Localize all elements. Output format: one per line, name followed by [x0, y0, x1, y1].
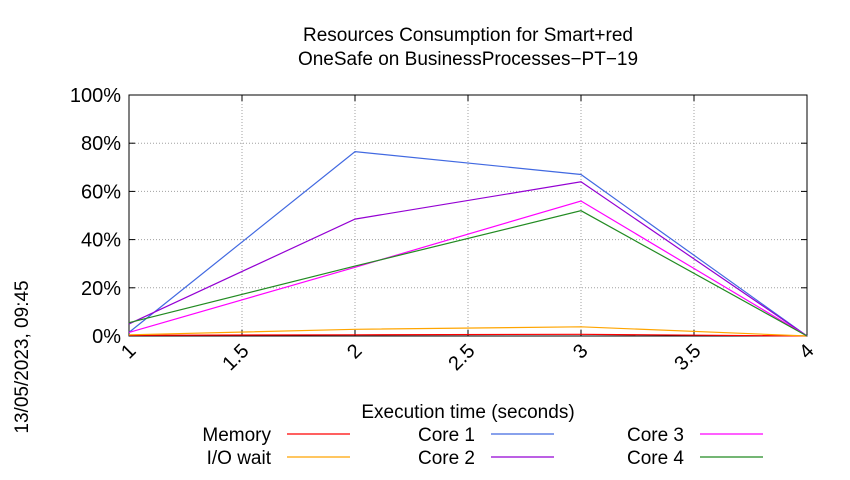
- legend-item: Core 4: [627, 448, 763, 469]
- series-line-core-1: [128, 150, 808, 337]
- series-lines: [128, 150, 808, 337]
- x-tick-label: 4: [795, 340, 818, 363]
- legend-label: Core 1: [418, 425, 475, 446]
- x-tick-label: 3.5: [670, 340, 705, 375]
- legend-item: Memory: [202, 425, 350, 446]
- x-tick-label: 2: [343, 340, 366, 363]
- series-line-i-o-wait: [128, 326, 808, 337]
- y-tick-label: 40%: [81, 230, 121, 252]
- legend-label: I/O wait: [207, 448, 272, 469]
- legend-item: I/O wait: [207, 448, 350, 469]
- series-line-core-2: [128, 181, 808, 337]
- legend-item: Core 3: [627, 425, 763, 446]
- legend-label: Core 4: [627, 448, 684, 469]
- y-tick-label: 60%: [81, 181, 121, 203]
- timestamp-label: 13/05/2023, 09:45: [12, 280, 33, 433]
- y-tick-label: 0%: [92, 326, 121, 348]
- grid-lines: [129, 95, 807, 336]
- x-tick-label: 3: [569, 340, 592, 363]
- legend-item: Core 1: [418, 425, 554, 446]
- series-line-memory: [128, 333, 808, 337]
- y-tick-label: 100%: [70, 85, 121, 107]
- series-line-core-4: [128, 210, 808, 337]
- y-axis-ticks: 0% 20% 40% 60% 80% 100%: [70, 85, 807, 348]
- legend-label: Core 3: [627, 425, 684, 446]
- y-tick-label: 80%: [81, 133, 121, 155]
- x-tick-label: 1.5: [218, 340, 253, 375]
- x-tick-label: 1: [117, 340, 140, 363]
- chart-title-line1: Resources Consumption for Smart+red: [303, 25, 633, 46]
- x-axis-label: Execution time (seconds): [361, 402, 574, 423]
- series-line-core-3: [128, 200, 808, 337]
- chart-title-line2: OneSafe on BusinessProcesses−PT−19: [298, 49, 638, 70]
- legend-label: Memory: [202, 425, 271, 446]
- x-tick-label: 2.5: [444, 340, 479, 375]
- legend-label: Core 2: [418, 448, 475, 469]
- legend-item: Core 2: [418, 448, 554, 469]
- y-tick-label: 20%: [81, 278, 121, 300]
